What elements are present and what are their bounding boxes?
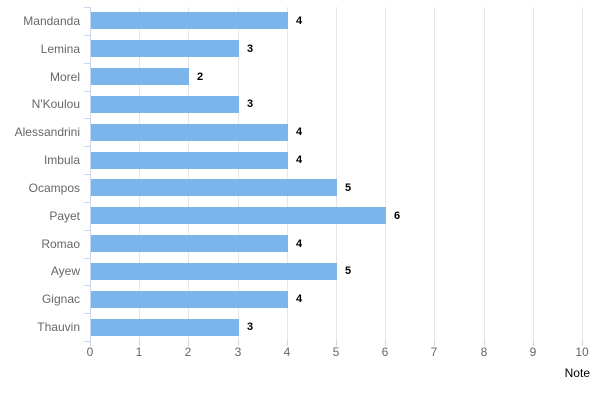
category-axis-tick — [84, 230, 90, 231]
value-axis-tick — [139, 341, 140, 346]
bar-value-label: 4 — [296, 154, 303, 166]
x-axis-title: Note — [564, 366, 590, 380]
category-label-payet: Payet — [49, 209, 80, 223]
gridline — [484, 7, 485, 341]
category-label-alessandrini: Alessandrini — [14, 125, 80, 139]
gridline — [533, 7, 534, 341]
category-axis-tick — [84, 285, 90, 286]
category-label-ocampos: Ocampos — [28, 181, 80, 195]
category-label-imbula: Imbula — [43, 153, 80, 167]
category-axis-tick — [84, 63, 90, 64]
gridline — [434, 7, 435, 341]
value-axis-tick — [287, 341, 288, 346]
bar-value-label: 4 — [296, 126, 303, 138]
bar-value-label: 3 — [247, 321, 254, 333]
category-axis-tick — [84, 258, 90, 259]
category-axis-tick — [84, 174, 90, 175]
bar-value-label: 4 — [296, 15, 303, 27]
value-axis-tick — [385, 341, 386, 346]
bar-mandanda[interactable] — [91, 12, 288, 29]
bar-value-label: 6 — [394, 210, 401, 222]
category-axis-tick — [84, 7, 90, 8]
gridline — [385, 7, 386, 341]
x-tick-label: 0 — [86, 345, 94, 359]
category-axis-tick — [84, 91, 90, 92]
value-axis-tick — [582, 341, 583, 346]
gridline — [336, 7, 337, 341]
bar-payet[interactable] — [91, 207, 386, 224]
category-label-gignac: Gignac — [41, 292, 80, 306]
value-axis-tick — [484, 341, 485, 346]
bar-ayew[interactable] — [91, 263, 337, 280]
bar-value-label: 4 — [296, 293, 303, 305]
x-tick-label: 4 — [283, 345, 291, 359]
bar-n-koulou[interactable] — [91, 96, 239, 113]
category-label-n-koulou: N'Koulou — [31, 97, 80, 111]
gridline — [582, 7, 583, 341]
value-axis-tick — [434, 341, 435, 346]
gridline — [287, 7, 288, 341]
bar-gignac[interactable] — [91, 291, 288, 308]
category-axis-tick — [84, 202, 90, 203]
category-label-morel: Morel — [49, 70, 80, 84]
x-tick-label: 1 — [135, 345, 143, 359]
gridline — [139, 7, 140, 341]
x-tick-label: 3 — [234, 345, 242, 359]
x-tick-label: 5 — [332, 345, 340, 359]
category-label-mandanda: Mandanda — [23, 14, 80, 28]
x-tick-label: 6 — [381, 345, 389, 359]
category-axis-line — [90, 7, 91, 341]
bar-imbula[interactable] — [91, 152, 288, 169]
bar-value-label: 3 — [247, 98, 254, 110]
gridline — [238, 7, 239, 341]
x-tick-label: 8 — [480, 345, 488, 359]
bar-ocampos[interactable] — [91, 179, 337, 196]
bar-morel[interactable] — [91, 68, 189, 85]
gridline — [188, 7, 189, 341]
bar-alessandrini[interactable] — [91, 124, 288, 141]
category-axis-tick — [84, 35, 90, 36]
bar-value-label: 5 — [345, 265, 352, 277]
category-label-lemina: Lemina — [40, 42, 80, 56]
category-axis-tick — [84, 118, 90, 119]
bar-lemina[interactable] — [91, 40, 239, 57]
bar-value-label: 3 — [247, 43, 254, 55]
category-axis-tick — [84, 313, 90, 314]
bar-value-label: 4 — [296, 238, 303, 250]
bar-value-label: 2 — [197, 71, 204, 83]
category-axis-tick — [84, 341, 90, 342]
value-axis-tick — [336, 341, 337, 346]
category-label-ayew: Ayew — [50, 264, 80, 278]
bar-value-label: 5 — [345, 182, 352, 194]
x-tick-label: 2 — [184, 345, 192, 359]
value-axis-tick — [238, 341, 239, 346]
bar-thauvin[interactable] — [91, 319, 239, 336]
category-label-thauvin: Thauvin — [37, 320, 80, 334]
category-axis-tick — [84, 146, 90, 147]
value-axis-tick — [533, 341, 534, 346]
x-tick-label: 10 — [575, 345, 589, 359]
value-axis-tick — [188, 341, 189, 346]
value-axis-tick — [90, 341, 91, 346]
category-label-romao: Romao — [41, 237, 80, 251]
x-tick-label: 7 — [430, 345, 438, 359]
x-tick-label: 9 — [529, 345, 537, 359]
bar-romao[interactable] — [91, 235, 288, 252]
